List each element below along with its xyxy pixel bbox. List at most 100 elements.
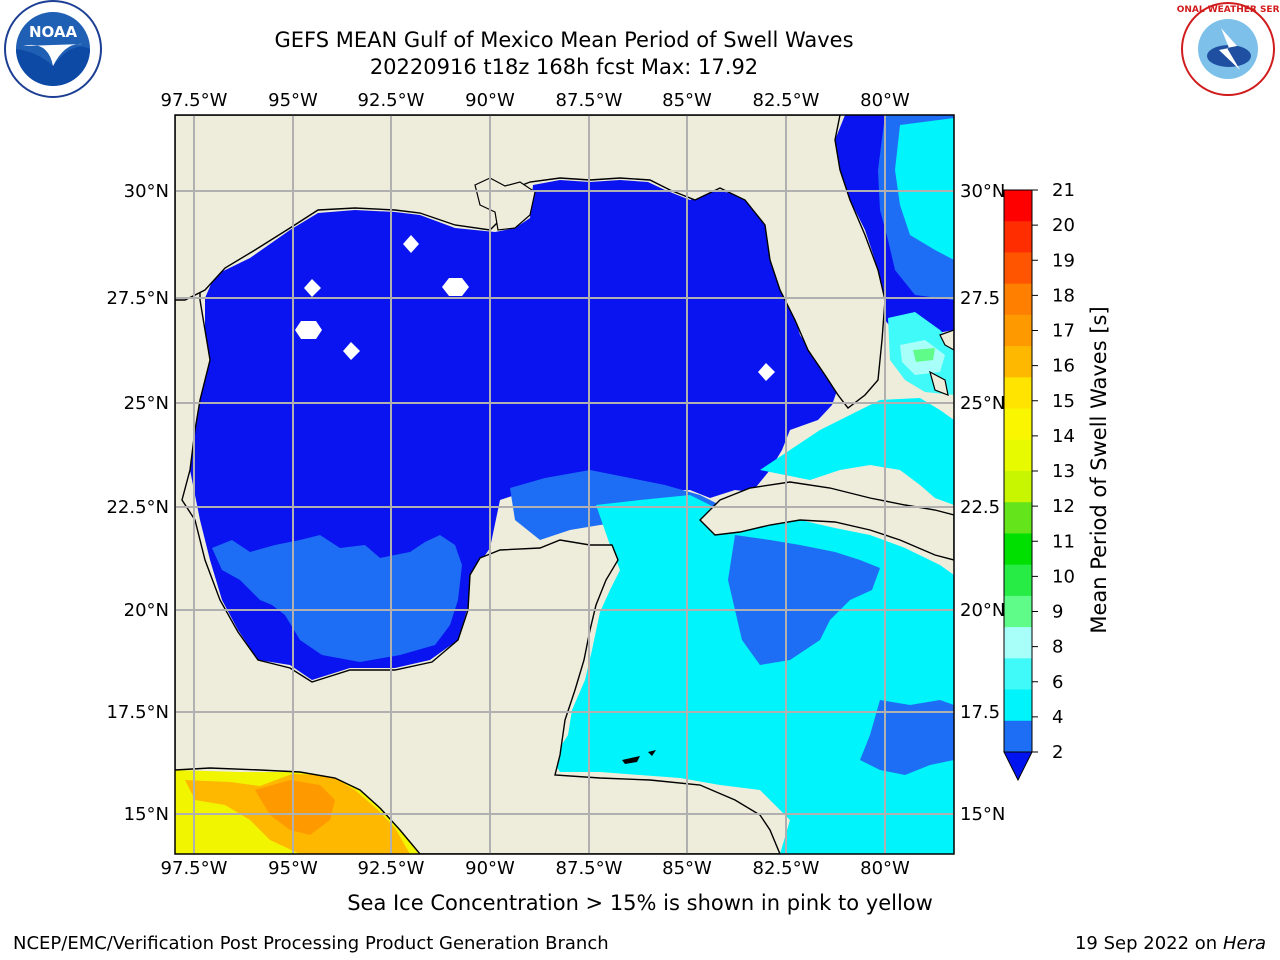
lon-tick-bottom: 97.5°W <box>161 858 228 879</box>
nodata-patch <box>343 342 360 360</box>
lon-tick-bottom: 80°W <box>860 858 910 879</box>
nodata-patch <box>442 278 469 296</box>
lat-tick-left: 27.5°N <box>106 288 169 309</box>
caribbean-water-2-4-east <box>860 700 954 775</box>
lon-tick-top: 97.5°W <box>161 90 228 111</box>
lon-tick-top: 87.5°W <box>556 90 623 111</box>
nws-logo-text: NATIONAL WEATHER SERVICE <box>1177 5 1279 15</box>
lat-tick-right: 15°N <box>960 804 1005 825</box>
lat-tick-left: 15°N <box>124 804 169 825</box>
colorbar-segment <box>1004 377 1032 410</box>
lon-labels-top: 97.5°W 95°W 92.5°W 90°W 87.5°W 85°W 82.5… <box>161 90 910 111</box>
gridlines <box>175 115 954 854</box>
colorbar-extend-arrow <box>1003 751 1033 782</box>
colorbar <box>1003 189 1033 782</box>
date-text: 19 Sep 2022 on <box>1074 933 1218 954</box>
noaa-logo-text: NOAA <box>29 23 78 41</box>
nodata-patch <box>403 235 419 253</box>
colorbar-segment <box>1004 502 1032 534</box>
lon-tick-bottom: 95°W <box>268 858 318 879</box>
lat-labels-right: 30°N 27.5 25°N 22.5 20°N 17.5 15°N <box>960 181 1005 825</box>
bahamas-island <box>929 370 949 396</box>
jamaica-island <box>622 756 640 764</box>
colorbar-segment <box>1004 283 1032 316</box>
colorbar-segment <box>1004 595 1032 628</box>
lon-tick-bottom: 87.5°W <box>556 858 623 879</box>
colorbar-tick-label: 8 <box>1052 637 1063 658</box>
straits-water-4-6 <box>760 398 954 505</box>
colorbar-tick-label: 10 <box>1052 566 1075 587</box>
colorbar-tick-label: 11 <box>1052 531 1075 552</box>
colorbar-label: Mean Period of Swell Waves [s] <box>1087 306 1111 633</box>
colorbar-segment <box>1004 439 1032 472</box>
nws-logo: NATIONAL WEATHER SERVICE <box>1177 2 1279 96</box>
bahamas-island <box>939 329 954 351</box>
host-text: Hera <box>1222 933 1266 954</box>
colorbar-tick-label: 15 <box>1052 391 1075 412</box>
colorbar-segment <box>1004 658 1032 691</box>
cuba-land <box>699 481 954 561</box>
colorbar-segment <box>1004 720 1032 753</box>
atlantic-water-4-6 <box>895 118 954 260</box>
colorbar-segment <box>1004 471 1032 503</box>
map-title: GEFS MEAN Gulf of Mexico Mean Period of … <box>274 28 854 52</box>
lat-tick-left: 20°N <box>124 600 169 621</box>
bahamas-water-9-10 <box>913 348 935 362</box>
colorbar-tick-label: 19 <box>1052 250 1075 271</box>
credit-text: NCEP/EMC/Verification Post Processing Pr… <box>13 933 609 954</box>
lon-tick-top: 82.5°W <box>753 90 820 111</box>
gulf-water-2-4 <box>212 535 462 662</box>
colorbar-segment <box>1004 564 1032 597</box>
lat-tick-right: 27.5 <box>960 288 1000 309</box>
lat-labels-left: 30°N 27.5°N 25°N 22.5°N 20°N 17.5°N 15°N <box>106 181 169 825</box>
colorbar-segment <box>1004 533 1032 566</box>
lon-labels-bottom: 97.5°W 95°W 92.5°W 90°W 87.5°W 85°W 82.5… <box>161 858 910 879</box>
lon-tick-bottom: 92.5°W <box>358 858 425 879</box>
colorbar-segment <box>1004 689 1032 722</box>
lat-tick-left: 17.5°N <box>106 702 169 723</box>
colorbar-tick-label: 21 <box>1052 180 1075 201</box>
colorbar-tick-label: 17 <box>1052 321 1075 342</box>
colorbar-tick-label: 14 <box>1052 426 1075 447</box>
lon-tick-bottom: 90°W <box>465 858 515 879</box>
colorbar-tick-label: 18 <box>1052 285 1075 306</box>
lat-tick-right: 30°N <box>960 181 1005 202</box>
map-panel <box>175 115 954 854</box>
lon-tick-top: 80°W <box>860 90 910 111</box>
lon-tick-bottom: 82.5°W <box>753 858 820 879</box>
generation-date: 19 Sep 2022 on Hera <box>1075 933 1266 954</box>
cayman-island <box>648 750 656 756</box>
lon-tick-top: 90°W <box>465 90 515 111</box>
colorbar-tick-label: 6 <box>1052 672 1063 693</box>
colorbar-segment <box>1004 190 1032 222</box>
colorbar-tick-label: 4 <box>1052 707 1063 728</box>
colorbar-tick-label: 2 <box>1052 742 1063 763</box>
nodata-patch <box>304 279 321 297</box>
lat-tick-right: 22.5 <box>960 497 1000 518</box>
colorbar-segment <box>1004 314 1032 347</box>
pacific-darkorange-region <box>255 780 335 835</box>
lon-tick-top: 95°W <box>268 90 318 111</box>
colorbar-segment <box>1004 627 1032 659</box>
colorbar-segment <box>1004 408 1032 441</box>
colorbar-segment <box>1004 346 1032 378</box>
lat-tick-left: 30°N <box>124 181 169 202</box>
lat-tick-left: 25°N <box>124 393 169 414</box>
colorbar-segment <box>1004 252 1032 285</box>
colorbar-tick-label: 12 <box>1052 496 1075 517</box>
lon-tick-top: 92.5°W <box>358 90 425 111</box>
lat-tick-left: 22.5°N <box>106 497 169 518</box>
lon-tick-bottom: 85°W <box>662 858 712 879</box>
yucatan-land <box>175 115 781 854</box>
lon-tick-top: 85°W <box>662 90 712 111</box>
map-frame <box>174 114 955 855</box>
caribbean-water-2-4-patch <box>728 535 880 665</box>
noaa-logo: NOAA <box>4 0 102 98</box>
colorbar-tick-label: 13 <box>1052 461 1075 482</box>
colorbar-ticks: 21 20 19 18 17 16 15 14 13 12 11 10 9 8 6 4 2 <box>1032 180 1075 763</box>
sea-ice-note: Sea Ice Concentration > 15% is shown in … <box>347 891 933 915</box>
map-subtitle: 20220916 t18z 168h fcst Max: 17.92 <box>369 55 759 79</box>
colorbar-tick-label: 16 <box>1052 356 1075 377</box>
nodata-patch <box>758 363 775 381</box>
